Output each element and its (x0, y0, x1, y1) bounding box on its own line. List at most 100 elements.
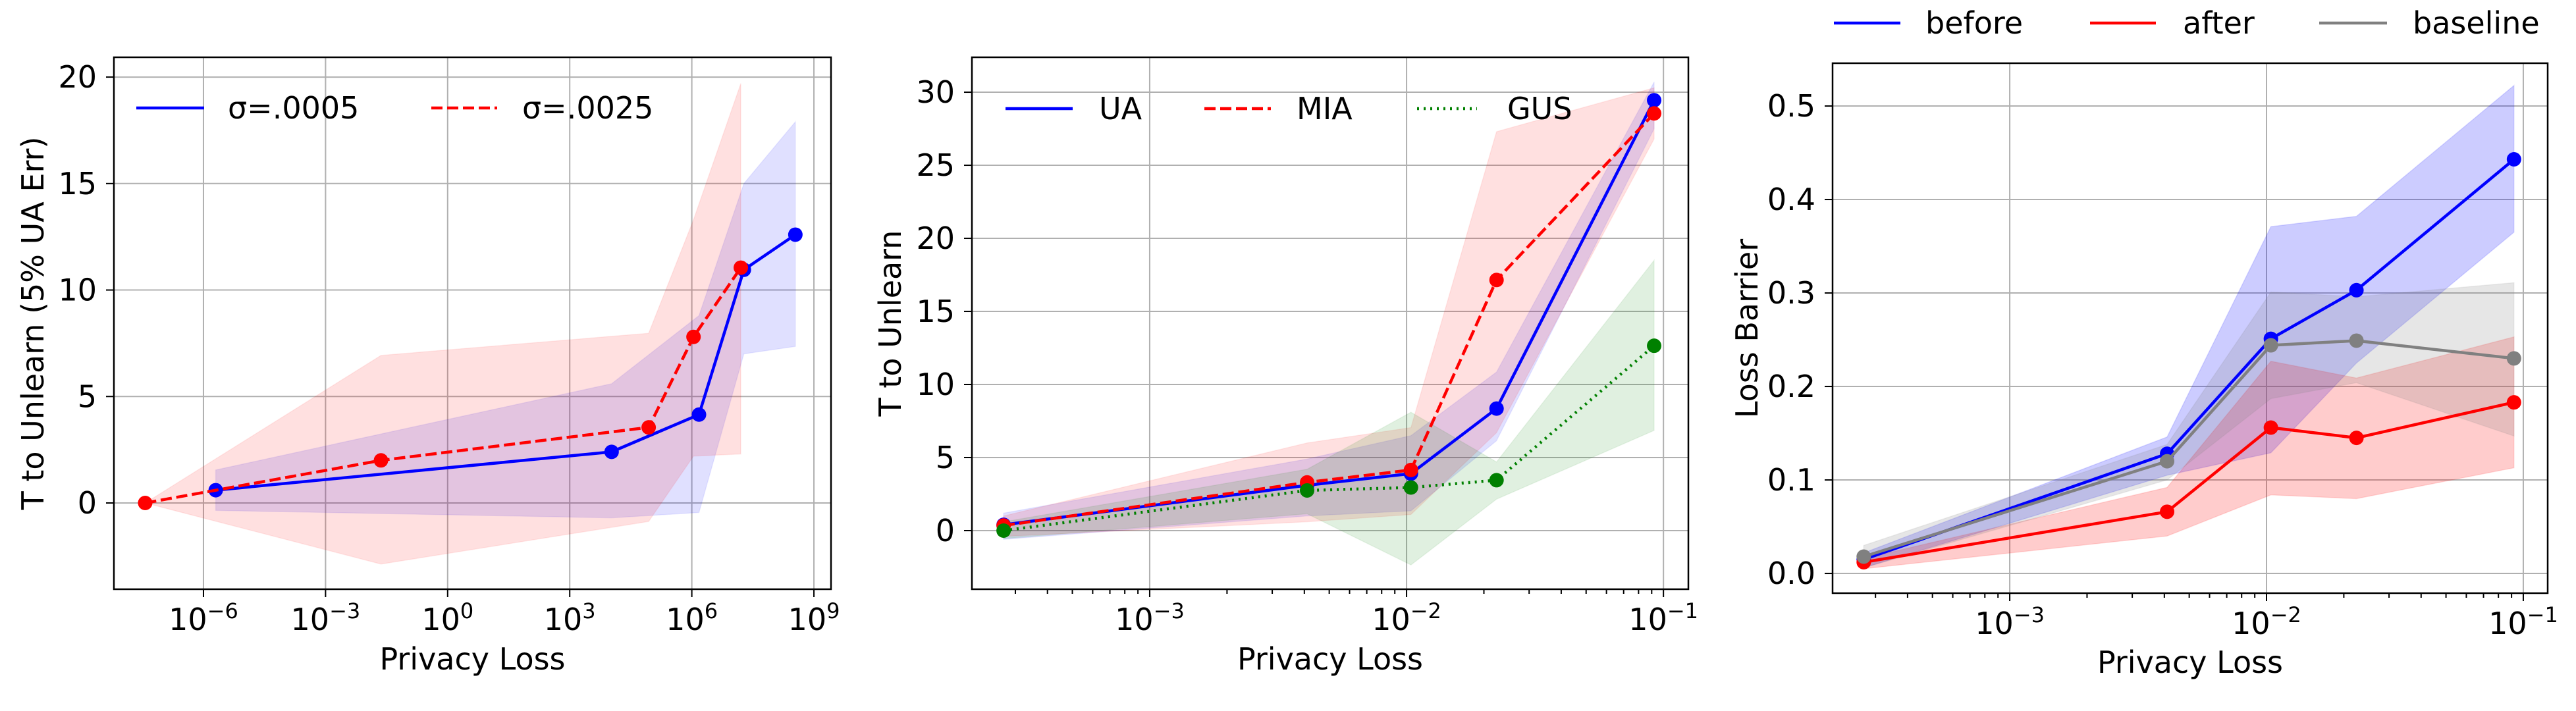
legend-label: UA (1099, 91, 1142, 126)
minor-ticks (1875, 593, 2513, 598)
x-tick-base: 10 (1115, 602, 1154, 637)
y-tick-label: 0 (78, 485, 97, 521)
data-point (1403, 462, 1418, 477)
data-point (1647, 93, 1662, 108)
x-tick-label: 10−3 (1115, 598, 1185, 637)
data-point (1403, 480, 1418, 495)
x-tick-label: 10−3 (1975, 602, 2045, 641)
y-tick-label: 15 (916, 294, 955, 329)
gridlines (1833, 63, 2548, 593)
x-tick-label: 106 (666, 598, 718, 637)
legend-label: baseline (2413, 5, 2540, 41)
y-tick-label: 0.4 (1767, 182, 1815, 217)
minor-ticks (1014, 589, 1653, 594)
x-tick-exponent: −6 (207, 598, 238, 623)
confidence-band-2 (144, 83, 741, 565)
legend-entry: before (1834, 5, 2023, 41)
x-tick-exponent: −2 (1410, 598, 1441, 623)
legend-label: before (1925, 5, 2023, 41)
x-tick-label: 109 (788, 598, 840, 637)
y-tick-label: 0.5 (1767, 88, 1815, 124)
x-tick-label: 10−1 (2488, 602, 2558, 641)
data-point (2349, 431, 2364, 446)
confidence-band-2 (1863, 336, 2515, 569)
confidence-band-3 (1003, 259, 1655, 566)
data-point (2263, 420, 2278, 435)
y-tick-label: 10 (916, 367, 955, 402)
plot-area (1856, 84, 2521, 569)
data-point (1647, 338, 1662, 354)
plot-area (138, 83, 803, 565)
data-point (604, 444, 619, 460)
x-axis-label: Privacy Loss (379, 641, 565, 677)
y-tick-label: 25 (916, 147, 955, 183)
legend-entry: GUS (1417, 91, 1572, 126)
x-tick-exponent: −3 (2014, 602, 2045, 627)
gridlines (114, 57, 831, 589)
data-point (641, 420, 657, 435)
data-point (373, 453, 389, 468)
x-tick-exponent: 9 (826, 598, 840, 623)
legend-entry: after (2090, 5, 2255, 41)
data-point (1856, 549, 1871, 564)
data-point (686, 329, 701, 344)
y-tick-label: 0.0 (1767, 556, 1815, 591)
legend: σ=.0005 σ=.0025 (136, 90, 653, 126)
data-point (2160, 504, 2175, 519)
x-tick-label: 10−3 (291, 598, 361, 637)
y-tick-label: 20 (58, 59, 97, 95)
confidence-band-1 (1003, 82, 1655, 540)
x-tick-base: 10 (1975, 606, 2014, 641)
x-tick-base: 10 (666, 602, 705, 637)
data-point (996, 523, 1011, 538)
x-tick-exponent: −1 (2527, 602, 2558, 627)
data-point (2506, 395, 2521, 410)
confidence-band-2 (1003, 87, 1655, 537)
x-tick-base: 10 (1628, 602, 1667, 637)
data-point (691, 407, 707, 422)
x-tick-label: 103 (544, 598, 596, 637)
y-tick-label: 5 (78, 379, 97, 414)
x-tick-label: 10−2 (1372, 598, 1441, 637)
x-tick-base: 10 (421, 602, 460, 637)
confidence-band-1 (1863, 84, 2515, 569)
y-tick-label: 5 (936, 440, 955, 475)
y-tick-label: 0.2 (1767, 369, 1815, 404)
data-point (2263, 338, 2278, 353)
x-axis-label: Privacy Loss (1237, 641, 1423, 677)
y-tick-label: 20 (916, 221, 955, 256)
data-point (1489, 401, 1504, 416)
legend-entry: baseline (2319, 5, 2540, 41)
y-tick-label: 0.3 (1767, 275, 1815, 311)
legend-label: σ=.0005 (228, 90, 359, 126)
y-tick-label: 0.1 (1767, 462, 1815, 498)
x-tick-exponent: −2 (2270, 602, 2301, 627)
legend-entry: MIA (1204, 91, 1353, 126)
x-tick-exponent: −1 (1667, 598, 1698, 623)
confidence-band-1 (215, 120, 796, 519)
x-tick-base: 10 (169, 602, 207, 637)
x-tick-label: 10−1 (1628, 598, 1698, 637)
x-tick-base: 10 (788, 602, 827, 637)
x-tick-base: 10 (2488, 606, 2527, 641)
legend: before after baseline (1834, 5, 2540, 41)
legend-label: MIA (1297, 91, 1353, 126)
x-tick-base: 10 (1372, 602, 1410, 637)
y-axis-label: Loss Barrier (1729, 239, 1765, 418)
legend-entry: UA (1006, 91, 1142, 126)
legend-label: after (2183, 5, 2255, 41)
data-point (1300, 483, 1315, 498)
x-tick-base: 10 (291, 602, 330, 637)
y-axis-label: T to Unlearn (872, 230, 908, 417)
data-point (1489, 473, 1504, 488)
x-tick-exponent: 3 (582, 598, 595, 623)
data-point (138, 495, 153, 510)
x-axis-label: Privacy Loss (2097, 645, 2283, 680)
axes-frame (113, 56, 832, 591)
data-point (1647, 106, 1662, 121)
x-tick-exponent: −3 (1154, 598, 1185, 623)
x-tick-base: 10 (544, 602, 583, 637)
